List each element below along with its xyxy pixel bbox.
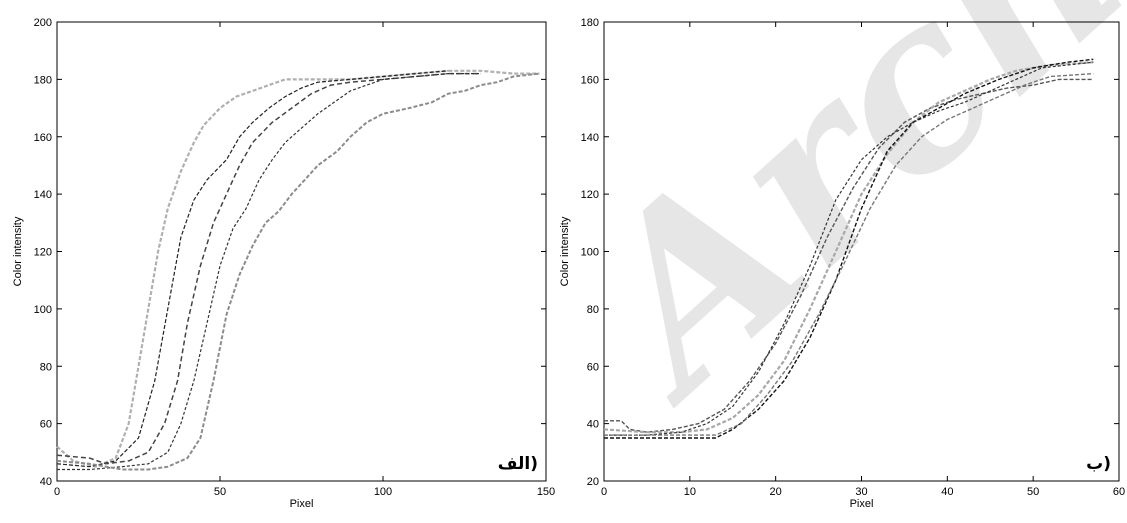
- x-tick-label: 30: [855, 486, 867, 498]
- y-tick-label: 80: [587, 304, 599, 316]
- chart-panel-right: 0 10 20 30 40 50 60 20 40 60 80 100 120 140 160 180 Pixe…: [559, 17, 1125, 510]
- x-tick-label: 50: [1027, 486, 1039, 498]
- series-line-3: [604, 58, 1094, 439]
- chart-panel-left: 0 50 100 150 40 60 80 100 120 140 160 180 200 Pixel Co…: [12, 17, 555, 510]
- x-axis-label: Pixel: [850, 498, 874, 510]
- x-tick-label: 0: [601, 486, 607, 498]
- y-axis-label: Color intensity: [12, 216, 24, 286]
- series-line-4: [57, 72, 481, 471]
- x-tick-label: 50: [214, 486, 226, 498]
- y-tick-label: 60: [40, 419, 52, 431]
- y-tick-label: 200: [34, 17, 52, 29]
- y-tick-label: 160: [581, 74, 599, 86]
- series-line-1: [56, 69, 540, 468]
- y-tick-label: 160: [34, 132, 52, 144]
- y-tick-label: 180: [34, 74, 52, 86]
- x-tick-label: 150: [537, 486, 555, 498]
- y-tick-label: 40: [40, 476, 52, 488]
- y-tick-label: 180: [581, 17, 599, 29]
- series-line-5: [604, 72, 1094, 436]
- y-tick-label: 20: [587, 476, 599, 488]
- panel-label: ب): [1086, 454, 1111, 474]
- x-tick-label: 60: [1113, 486, 1125, 498]
- x-axis-label: Pixel: [290, 498, 314, 510]
- x-tick-label: 100: [374, 486, 392, 498]
- y-tick-label: 100: [581, 247, 599, 259]
- y-tick-label: 80: [40, 361, 52, 373]
- series-line-4: [604, 61, 1094, 436]
- y-tick-label: 100: [34, 304, 52, 316]
- x-tick-label: 10: [684, 486, 696, 498]
- panel-label: الف): [498, 454, 538, 474]
- y-tick-label: 120: [581, 189, 599, 201]
- series-line-3: [56, 72, 481, 465]
- x-tick-label: 20: [770, 486, 782, 498]
- y-axis-label: Color intensity: [559, 216, 571, 286]
- y-tick-label: 120: [34, 247, 52, 259]
- x-tick-label: 40: [941, 486, 953, 498]
- series-line-5: [56, 72, 540, 471]
- y-tick-label: 40: [587, 419, 599, 431]
- y-tick-label: 140: [34, 189, 52, 201]
- series-line-2: [56, 70, 449, 468]
- y-tick-label: 60: [587, 361, 599, 373]
- x-tick-label: 0: [54, 486, 60, 498]
- y-tick-label: 140: [581, 132, 599, 144]
- series-line-2: [603, 61, 1094, 434]
